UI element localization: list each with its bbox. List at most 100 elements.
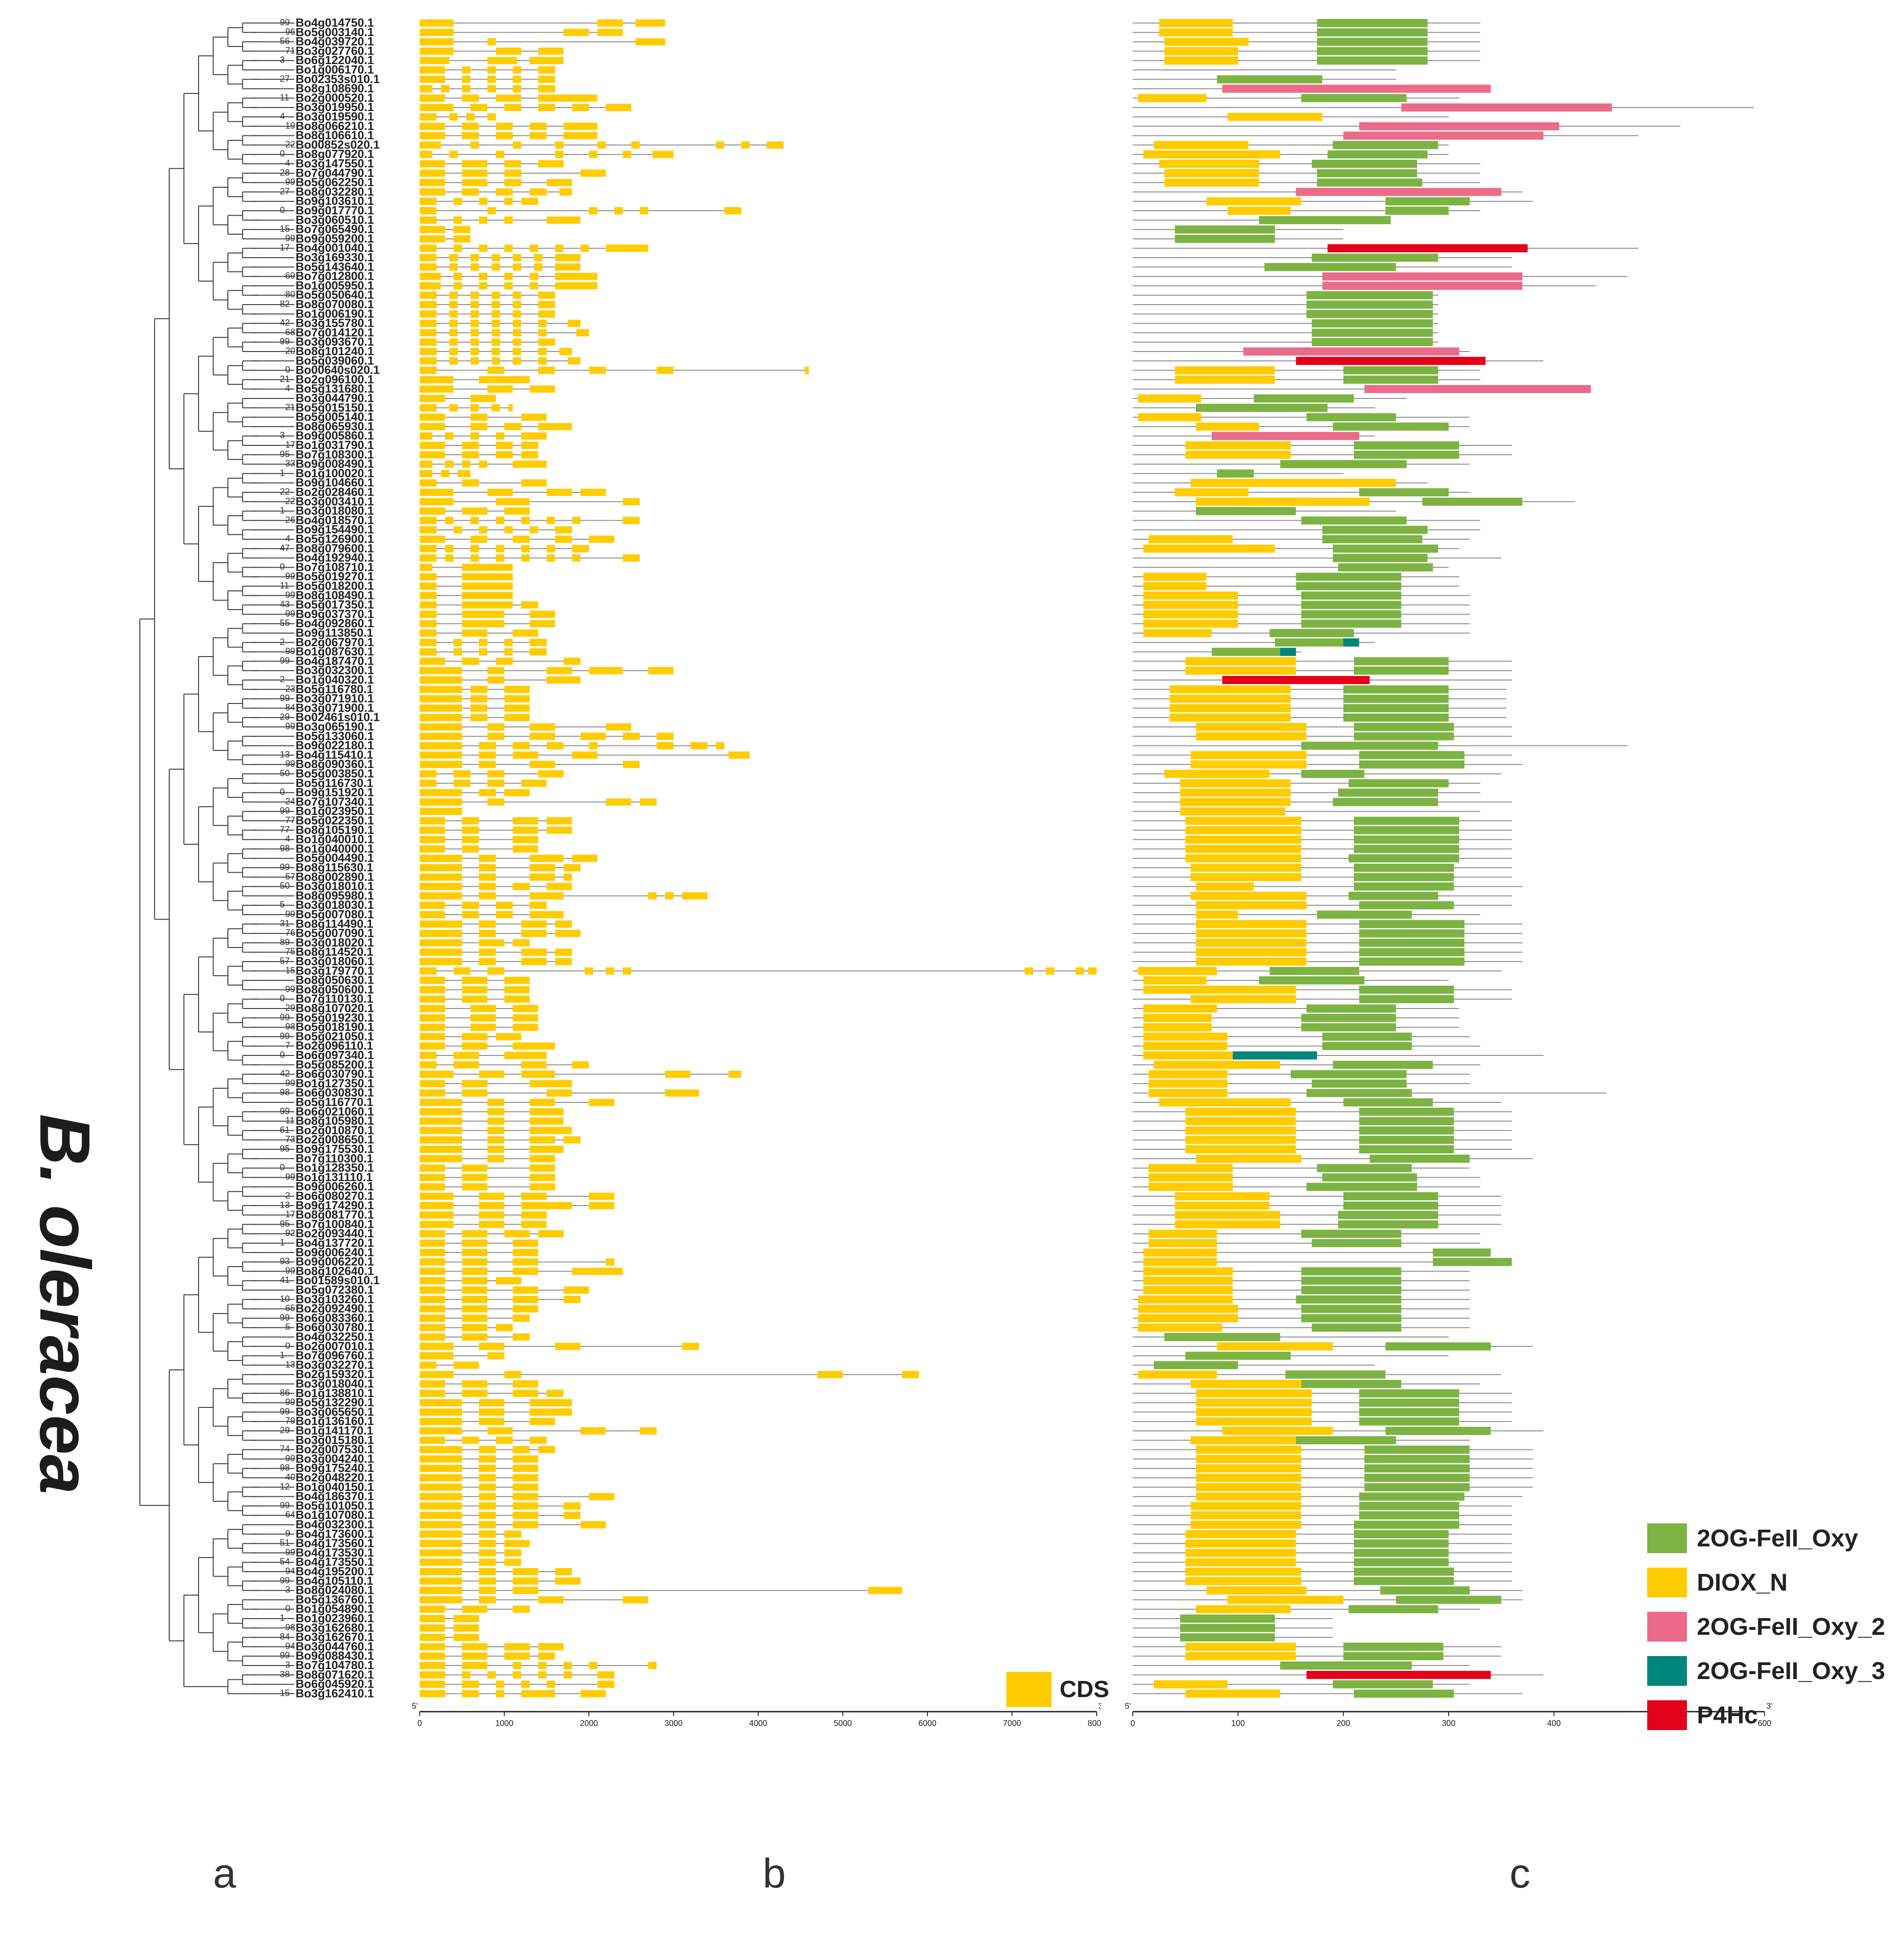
protein-domain-row [1133, 666, 1512, 675]
protein-domain-row [1133, 1652, 1501, 1661]
gene-id-label: Bo5g021050.1 [296, 1029, 374, 1043]
domain-oxy2 [1322, 272, 1523, 281]
cds-exon [555, 1568, 572, 1575]
cds-exon [682, 1342, 699, 1350]
protein-domain-row [1133, 432, 1375, 440]
gene-id-labels: Bo4g014750.199Bo5g003140.196Bo4g039720.1… [253, 16, 380, 1700]
cds-exon [470, 517, 479, 524]
cds-exon [420, 564, 433, 571]
cds-exon [420, 1624, 445, 1632]
gene-id-label: Bo5g005140.1 [296, 410, 374, 424]
gene-id-label: Bo3g018040.1 [296, 1377, 374, 1390]
cds-exon [513, 1314, 530, 1322]
protein-domain-row [1133, 488, 1470, 496]
cds-exon [563, 1512, 581, 1519]
protein-domain-row [1133, 103, 1754, 112]
cds-exon [728, 1070, 741, 1078]
cds-exon [491, 348, 500, 355]
cds-exon [529, 1399, 572, 1407]
domain-oxy [1343, 1201, 1438, 1210]
domain-diox [1185, 835, 1302, 844]
cds-exon [496, 1277, 521, 1285]
cds-exon [665, 892, 674, 900]
cds-exon [513, 319, 521, 327]
gene-id-label: Bo5g022350.1 [296, 814, 374, 827]
protein-domain-row [1133, 770, 1501, 778]
legend-label: DIOX_N [1697, 1569, 1788, 1596]
protein-domain-row [1133, 1633, 1333, 1642]
domain-diox [1159, 28, 1233, 37]
cds-exon [555, 141, 564, 149]
cds-exon [1024, 967, 1033, 975]
cds-exon [420, 1014, 445, 1022]
cds-exon [508, 404, 513, 412]
gene-id-label: Bo8g101240.1 [296, 344, 374, 358]
cds-exon [470, 413, 487, 421]
cds-exon [487, 723, 505, 731]
domain-diox [1185, 666, 1296, 675]
protein-domain-row [1133, 216, 1391, 224]
domain-oxy [1333, 1060, 1433, 1069]
cds-exon [555, 151, 564, 158]
domain-diox [1191, 995, 1296, 1004]
gene-structure-row [420, 995, 530, 1003]
gene-structure-row [420, 1230, 564, 1238]
domain-diox [1138, 1305, 1238, 1313]
domain-oxy [1333, 141, 1438, 149]
gene-id-label: Bo3g147550.1 [296, 157, 374, 170]
gene-structure-row [420, 1596, 649, 1604]
cds-exon [420, 967, 437, 975]
legend-item-oxy3: 2OG-FeII_Oxy_3 [1647, 1649, 1885, 1693]
gene-id-label: Bo9g006240.1 [296, 1245, 374, 1259]
gene-structure-row [420, 902, 547, 909]
cds-exon [420, 826, 445, 834]
cds-exon [420, 498, 454, 505]
cds-exon [487, 779, 505, 787]
cds-exon [504, 695, 530, 703]
domain-diox [1185, 1126, 1296, 1135]
gene-id-label: Bo7g014120.1 [296, 325, 374, 339]
protein-domain-row [1133, 1464, 1533, 1473]
protein-domain-row [1133, 469, 1343, 478]
cds-exon [504, 198, 513, 205]
cds-exon [420, 1436, 445, 1444]
domain-diox [1169, 713, 1291, 722]
gene-id-label: Bo7g110300.1 [296, 1152, 373, 1165]
cds-exon [420, 648, 437, 656]
gene-id-label: Bo01589s010.1 [296, 1273, 380, 1287]
domain-diox [1175, 375, 1275, 384]
protein-domain-row [1133, 901, 1512, 910]
protein-domain-row [1133, 1483, 1533, 1491]
cds-exon [462, 1605, 487, 1613]
cds-exon [496, 451, 513, 458]
protein-domain-row [1133, 723, 1512, 731]
domain-diox [1143, 582, 1207, 590]
domain-diox [1185, 1558, 1296, 1567]
domain-oxy2 [1296, 188, 1501, 196]
cds-exon [547, 1389, 564, 1397]
cds-exon [454, 226, 471, 233]
domain-oxy [1301, 1314, 1401, 1323]
gene-structure-row [420, 1127, 572, 1134]
cds-exon [420, 751, 462, 759]
cds-exon [563, 122, 598, 130]
gene-structure-row [420, 1483, 538, 1491]
domain-oxy [1333, 1680, 1433, 1689]
domain-diox [1154, 1060, 1280, 1069]
cds-exon [454, 779, 471, 787]
gene-id-label: Bo2g096110.1 [296, 1039, 373, 1052]
protein-domain-row [1133, 713, 1507, 722]
cds-exon [529, 873, 555, 881]
protein-domain-row [1133, 1427, 1543, 1435]
cds-exon [547, 1089, 572, 1097]
gene-id-label: Bo4g173600.1 [296, 1527, 374, 1541]
domain-diox [1149, 1070, 1228, 1078]
gene-id-label: Bo2g007530.1 [296, 1443, 374, 1456]
cds-exon [420, 948, 462, 956]
panel-label-b: b [763, 1851, 786, 1897]
cds-exon [420, 1314, 445, 1322]
gene-structure-row [420, 319, 581, 327]
domain-oxy [1259, 216, 1391, 224]
cds-exon [529, 1136, 555, 1144]
gene-structure-row [420, 761, 640, 768]
